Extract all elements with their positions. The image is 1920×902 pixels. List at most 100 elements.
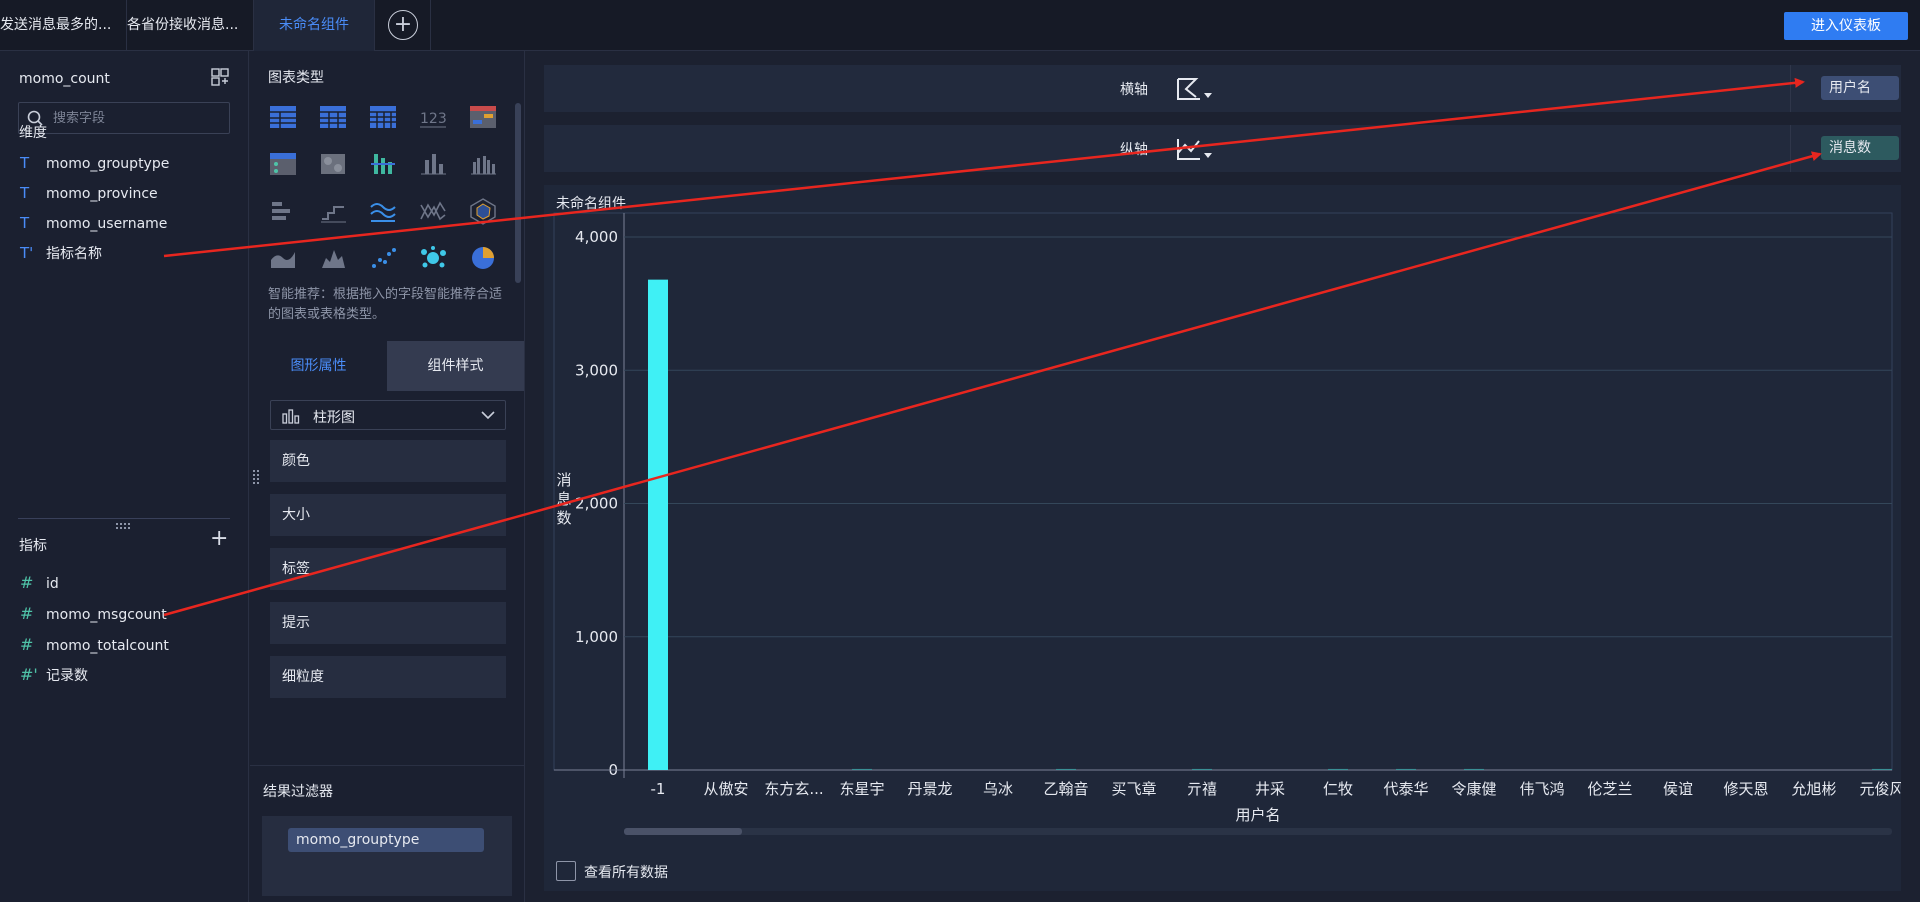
kpi-table-icon[interactable]: [468, 103, 498, 131]
search-input[interactable]: [53, 107, 223, 129]
property-label[interactable]: 标签: [270, 548, 506, 590]
area-chart-icon[interactable]: [268, 244, 298, 272]
field-search: [18, 102, 230, 134]
measure-field[interactable]: # id: [20, 573, 59, 592]
add-tab-button[interactable]: +: [376, 0, 431, 51]
tab-component-2[interactable]: 各省份接收消息...: [126, 0, 252, 51]
bar-chart-icon[interactable]: [418, 150, 448, 178]
x-tick-label: 元俊风: [1859, 780, 1901, 798]
add-measure-icon[interactable]: +: [210, 526, 229, 551]
map-bar-icon[interactable]: [318, 244, 348, 272]
bar: [1056, 768, 1076, 770]
text-type-icon: T: [20, 154, 30, 172]
bar: [648, 279, 668, 770]
switch-dataset-icon[interactable]: [210, 67, 230, 87]
chart-title: 未命名组件: [556, 196, 626, 212]
axis-row-separator: [1790, 65, 1791, 112]
config-panel: 图表类型 123 智能推荐：根据拖入的字段智能推荐合适的图表或表格类型。 图形属…: [250, 51, 525, 902]
property-granularity[interactable]: 细粒度: [270, 656, 506, 698]
smart-recommend-hint: 智能推荐：根据拖入的字段智能推荐合适的图表或表格类型。: [268, 287, 503, 322]
y-axis-field-pill[interactable]: 消息数: [1821, 136, 1899, 160]
plot-frame: [553, 212, 1893, 771]
result-filter-dropzone[interactable]: momo_grouptype: [262, 816, 512, 896]
line-chart-icon[interactable]: [368, 197, 398, 225]
x-tick-label: 侯谊: [1663, 780, 1693, 798]
tab-component-style[interactable]: 组件样式: [387, 341, 524, 391]
heatmap-icon[interactable]: [318, 150, 348, 178]
radar-chart-icon[interactable]: [468, 197, 498, 225]
chart-types-heading: 图表类型: [268, 70, 324, 86]
measure-field[interactable]: # momo_totalcount: [20, 635, 169, 654]
svg-text:123: 123: [420, 111, 447, 127]
y-tick-label: 4,000: [575, 228, 618, 246]
chart-type-select[interactable]: 柱形图: [270, 400, 506, 430]
chart-type-scrollbar[interactable]: [515, 103, 521, 283]
property-color[interactable]: 颜色: [270, 440, 506, 482]
bar: [1328, 768, 1348, 770]
x-scroll-track: [624, 828, 1892, 835]
x-axis-title: 用户名: [1235, 806, 1280, 824]
pie-chart-icon[interactable]: [468, 244, 498, 272]
tab-component-1[interactable]: 发送消息最多的...: [0, 17, 112, 33]
x-axis-field-pill[interactable]: 用户名: [1821, 76, 1899, 100]
number-type-icon: #': [20, 665, 38, 684]
bar: [1192, 768, 1212, 770]
grouped-bar-icon[interactable]: [468, 150, 498, 178]
scatter-chart-icon[interactable]: [368, 244, 398, 272]
text-type-icon: T: [20, 214, 30, 232]
measures-heading: 指标: [19, 538, 47, 554]
x-tick-label: 仁牧: [1323, 780, 1353, 798]
indicator-table-icon[interactable]: [268, 150, 298, 178]
panel-resize-handle-icon[interactable]: [253, 470, 259, 484]
chart-card: 0 1,000 2,000 3,000 4,000 -1 从傲安 东方玄... 东星宇 丹景龙 乌冰…: [544, 185, 1901, 891]
x-tick-label: 伦芝兰: [1587, 780, 1632, 798]
number-card-icon[interactable]: 123: [418, 103, 448, 131]
x-tick-label: 乙翰音: [1043, 780, 1088, 798]
property-tooltip[interactable]: 提示: [270, 602, 506, 644]
x-tick-label: 从傲安: [703, 780, 748, 798]
y-axis-label: 纵轴: [1120, 142, 1148, 158]
x-tick-label: 代泰华: [1383, 780, 1428, 798]
x-tick-label: 井采: [1255, 780, 1285, 798]
table-cross-icon[interactable]: [318, 103, 348, 131]
tab-graph-properties[interactable]: 图形属性: [250, 341, 387, 391]
x-axis-type-icon[interactable]: [1174, 75, 1214, 103]
y-axis-type-icon[interactable]: [1174, 135, 1214, 163]
table-detail-icon[interactable]: [368, 103, 398, 131]
bar-cross-icon[interactable]: [368, 150, 398, 178]
x-tick-label: 东星宇: [839, 780, 884, 798]
x-tick-label: 亓禧: [1187, 780, 1217, 798]
number-type-icon: #: [20, 635, 34, 654]
table-grouped-icon[interactable]: [268, 103, 298, 131]
x-tick-label: 乌冰: [983, 780, 1013, 798]
number-type-icon: #: [20, 573, 34, 592]
y-axis-title: 消息数: [556, 471, 571, 527]
property-size[interactable]: 大小: [270, 494, 506, 536]
bar: [1396, 768, 1416, 770]
dataset-name: momo_count: [19, 71, 110, 87]
dimension-field[interactable]: T' 指标名称: [20, 244, 102, 262]
number-type-icon: #: [20, 604, 34, 623]
step-chart-icon[interactable]: [318, 197, 348, 225]
x-tick-label: 丹景龙: [907, 780, 952, 798]
bar: [1872, 768, 1892, 770]
tab-component-active[interactable]: 未命名组件: [253, 0, 375, 51]
measure-field[interactable]: # momo_msgcount: [20, 604, 167, 623]
bubble-chart-icon[interactable]: [418, 244, 448, 272]
range-chart-icon[interactable]: [418, 197, 448, 225]
x-tick-label: -1: [651, 780, 666, 798]
filter-field-pill[interactable]: momo_grouptype: [288, 828, 484, 852]
enter-dashboard-button[interactable]: 进入仪表板: [1784, 12, 1908, 40]
x-tick-label: 伟飞鸿: [1519, 780, 1564, 798]
view-all-checkbox[interactable]: [556, 861, 576, 881]
stacked-bar-icon[interactable]: [268, 197, 298, 225]
resize-grip-icon[interactable]: [116, 523, 132, 529]
measure-field[interactable]: #' 记录数: [20, 665, 88, 684]
text-type-icon: T': [20, 244, 34, 262]
x-scroll-thumb[interactable]: [624, 828, 742, 835]
bar-chart-icon: [282, 409, 300, 424]
